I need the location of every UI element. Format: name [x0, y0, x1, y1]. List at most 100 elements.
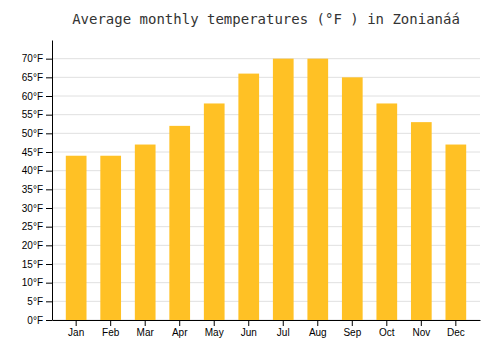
- bar: [376, 103, 397, 320]
- y-tick-label: 50°F: [22, 128, 43, 139]
- bar: [445, 145, 466, 320]
- y-tick-label: 65°F: [22, 72, 43, 83]
- x-tick-mark: [352, 320, 353, 326]
- bar: [342, 77, 363, 320]
- bar: [238, 74, 259, 320]
- x-axis-line: [53, 320, 481, 321]
- y-tick-label: 25°F: [22, 221, 43, 232]
- bar: [411, 122, 432, 320]
- plot-area: 0°F 5°F 10°F 15°F 20°F 25°F 30°F 35°F 40°F 45°F 50…: [22, 41, 481, 339]
- x-tick-label: May: [205, 327, 224, 338]
- y-tick: 30°F: [22, 203, 52, 214]
- grid-line: [52, 58, 480, 59]
- grid-line: [52, 114, 480, 115]
- y-tick-label: 35°F: [22, 184, 43, 195]
- y-tick: 5°F: [27, 296, 52, 307]
- y-axis-line: [52, 41, 53, 321]
- y-tick-label: 45°F: [22, 147, 43, 158]
- y-tick: 70°F: [22, 53, 52, 64]
- y-tick-mark: [46, 283, 52, 284]
- chart-svg: 0°F 5°F 10°F 15°F 20°F 25°F 30°F 35°F 40°F 45°F 50…: [0, 0, 500, 350]
- x-tick-mark: [179, 320, 180, 326]
- y-tick-label: 0°F: [27, 315, 43, 326]
- x-tick-mark: [317, 320, 318, 326]
- y-tick: 60°F: [22, 91, 52, 102]
- x-tick-mark: [455, 320, 456, 326]
- y-tick-mark: [46, 301, 52, 302]
- bar: [66, 156, 87, 320]
- x-tick-label: Jan: [68, 327, 84, 338]
- grid: [52, 59, 480, 320]
- chart-container: 0°F 5°F 10°F 15°F 20°F 25°F 30°F 35°F 40°F 45°F 50…: [0, 0, 500, 350]
- grid-line: [52, 77, 480, 78]
- title: Average monthly temperatures (°F ) in Zo…: [72, 11, 460, 27]
- bar: [100, 156, 121, 320]
- y-tick: 45°F: [22, 147, 52, 158]
- y-tick-label: 55°F: [22, 109, 43, 120]
- y-tick: 20°F: [22, 240, 52, 251]
- y-tick-mark: [46, 77, 52, 78]
- x-tick: May: [205, 320, 224, 338]
- x-tick: Mar: [137, 320, 155, 338]
- y-tick: 40°F: [22, 165, 52, 176]
- bar: [135, 145, 156, 320]
- y-tick-mark: [46, 171, 52, 172]
- x-tick-label: Aug: [309, 327, 327, 338]
- x-tick-label: Jun: [241, 327, 257, 338]
- x-tick-label: Apr: [172, 327, 188, 338]
- x-tick-mark: [248, 320, 249, 326]
- y-tick: 10°F: [22, 277, 52, 288]
- x-tick-mark: [110, 320, 111, 326]
- y-tick-label: 60°F: [22, 91, 43, 102]
- y-tick-mark: [46, 227, 52, 228]
- y-tick-label: 70°F: [22, 53, 43, 64]
- y-tick-mark: [46, 245, 52, 246]
- x-tick-mark: [76, 320, 77, 326]
- y-axis: 0°F 5°F 10°F 15°F 20°F 25°F 30°F 35°F 40°F 45°F 50…: [22, 41, 53, 326]
- y-tick-mark: [46, 320, 52, 321]
- x-tick-mark: [421, 320, 422, 326]
- y-tick: 0°F: [27, 315, 52, 326]
- y-tick: 35°F: [22, 184, 52, 195]
- x-tick-mark: [386, 320, 387, 326]
- bar: [307, 59, 328, 320]
- y-tick-mark: [46, 59, 52, 60]
- x-tick-mark: [145, 320, 146, 326]
- x-tick: Apr: [172, 320, 188, 338]
- y-tick: 25°F: [22, 221, 52, 232]
- x-tick: Aug: [309, 320, 327, 338]
- y-tick-mark: [46, 189, 52, 190]
- y-tick: 50°F: [22, 128, 52, 139]
- x-tick-label: Nov: [412, 327, 430, 338]
- y-tick-label: 20°F: [22, 240, 43, 251]
- y-tick-label: 10°F: [22, 277, 43, 288]
- x-tick-label: Mar: [137, 327, 155, 338]
- y-tick-mark: [46, 264, 52, 265]
- x-tick: Feb: [102, 320, 120, 338]
- x-tick: Jan: [68, 320, 84, 338]
- y-tick-mark: [46, 152, 52, 153]
- x-tick-label: Sep: [343, 327, 361, 338]
- y-tick-label: 40°F: [22, 165, 43, 176]
- bar: [169, 126, 190, 320]
- y-tick-mark: [46, 133, 52, 134]
- y-tick: 65°F: [22, 72, 52, 83]
- y-tick-label: 5°F: [27, 296, 43, 307]
- x-tick: Oct: [379, 320, 395, 338]
- x-tick-label: Dec: [447, 327, 465, 338]
- bars: [66, 59, 466, 320]
- y-tick-label: 30°F: [22, 203, 43, 214]
- x-tick: Nov: [412, 320, 430, 338]
- y-tick: 55°F: [22, 109, 52, 120]
- x-tick-mark: [283, 320, 284, 326]
- grid-line: [52, 96, 480, 97]
- x-tick: Dec: [447, 320, 465, 338]
- y-tick: 15°F: [22, 259, 52, 270]
- bar: [273, 59, 294, 320]
- x-tick: Sep: [343, 320, 361, 338]
- y-tick-mark: [46, 115, 52, 116]
- x-tick-label: Jul: [277, 327, 290, 338]
- y-tick-mark: [46, 96, 52, 97]
- y-tick-label: 15°F: [22, 259, 43, 270]
- x-axis: Jan Feb Mar Apr May Jun Jul Aug Sep Oct Nov Dec: [53, 320, 481, 338]
